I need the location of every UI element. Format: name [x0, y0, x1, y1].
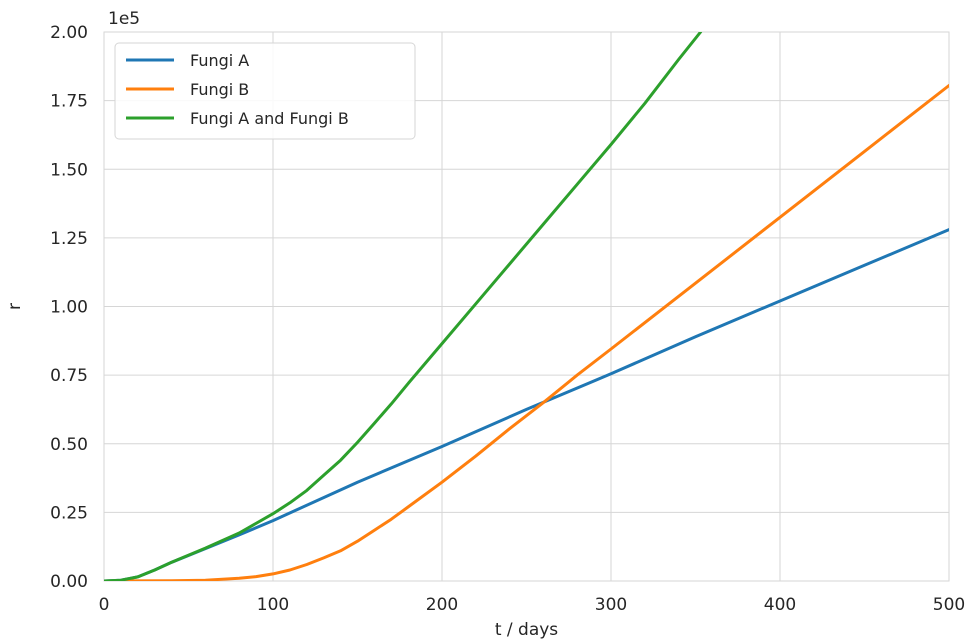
y-tick-label: 1.00 [50, 298, 88, 318]
y-tick-label: 0.50 [50, 435, 88, 455]
series-layer [104, 32, 949, 581]
x-tick-label: 400 [764, 595, 796, 615]
series-line-1 [104, 228, 949, 581]
tick-labels: 0 100 200 300 400 500 0.00 0.25 0.50 0.75 1.00 1.25… [50, 23, 965, 615]
y-tick-label: 2.00 [50, 23, 88, 43]
series-line-2 [104, 84, 949, 581]
y-tick-label: 0.75 [50, 366, 88, 386]
x-tick-label: 500 [933, 595, 965, 615]
legend-box [114, 42, 416, 140]
x-axis-title: t / days [495, 620, 558, 639]
series-line-3 [104, 32, 703, 581]
y-scale-label: 1e5 [108, 9, 140, 29]
y-tick-label: 1.25 [50, 229, 88, 249]
y-axis-title: r [5, 303, 25, 310]
y-tick-label: 1.50 [50, 160, 88, 180]
x-tick-label: 0 [99, 595, 110, 615]
legend-label: Fungi B [190, 80, 249, 99]
x-tick-label: 200 [426, 595, 458, 615]
x-tick-label: 100 [257, 595, 289, 615]
legend-label: Fungi A and Fungi B [190, 109, 349, 128]
plot-frame [103, 31, 950, 582]
y-tick-label: 0.25 [50, 503, 88, 523]
y-tick-label: 0.00 [50, 572, 88, 592]
x-tick-label: 300 [595, 595, 627, 615]
y-tick-label: 1.75 [50, 92, 88, 112]
legend-label: Fungi A [190, 51, 249, 70]
legend: Fungi A Fungi B Fungi A and Fungi B [114, 42, 416, 140]
